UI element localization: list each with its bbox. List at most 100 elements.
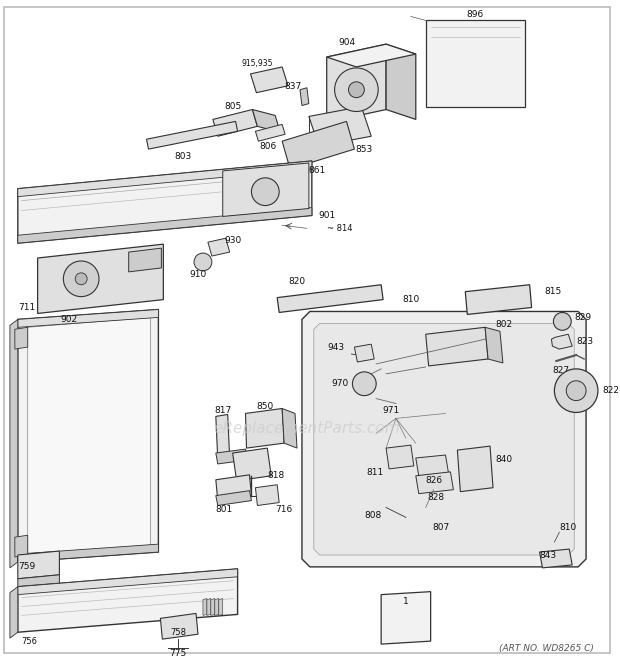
Text: 802: 802 [495,320,512,329]
Circle shape [63,261,99,297]
Polygon shape [38,244,163,313]
Text: 805: 805 [224,102,241,111]
Text: 810: 810 [402,295,420,304]
Polygon shape [129,248,161,272]
Polygon shape [18,309,158,562]
Text: 837: 837 [285,82,302,91]
Polygon shape [15,327,28,349]
Polygon shape [18,544,158,562]
Polygon shape [250,67,288,93]
Polygon shape [28,317,151,555]
Text: 803: 803 [174,151,192,161]
Polygon shape [551,334,572,349]
Text: ~ 814: ~ 814 [327,224,352,233]
Text: 930: 930 [224,236,241,245]
Circle shape [352,372,376,396]
Polygon shape [18,569,237,595]
Text: 716: 716 [275,505,293,514]
Text: 850: 850 [257,402,274,411]
Text: 901: 901 [319,211,336,220]
Text: 915,935: 915,935 [242,59,273,69]
Text: 840: 840 [495,455,512,465]
Text: eReplacementParts.com: eReplacementParts.com [213,421,400,436]
Polygon shape [207,599,211,615]
Text: (ART NO. WD8265 C): (ART NO. WD8265 C) [499,644,594,653]
Polygon shape [327,44,386,122]
Text: 815: 815 [544,287,562,296]
Text: 756: 756 [22,637,38,646]
Text: 904: 904 [338,38,355,47]
Polygon shape [216,449,247,464]
Text: 861: 861 [308,167,326,175]
Text: 811: 811 [367,469,384,477]
Polygon shape [211,599,215,615]
Polygon shape [355,344,374,362]
Polygon shape [426,327,488,366]
Polygon shape [416,455,448,476]
Text: 817: 817 [214,406,231,415]
Polygon shape [327,44,416,67]
Polygon shape [282,408,297,448]
Polygon shape [10,587,18,638]
Text: 807: 807 [432,523,449,532]
Polygon shape [18,575,60,591]
Circle shape [554,369,598,412]
Text: 810: 810 [560,523,577,532]
Polygon shape [161,613,198,639]
Text: 818: 818 [267,471,285,481]
Polygon shape [203,599,207,615]
Polygon shape [252,110,280,132]
Polygon shape [309,106,371,146]
Polygon shape [302,311,586,567]
Polygon shape [255,124,285,141]
Circle shape [566,381,586,401]
Polygon shape [219,599,223,615]
Polygon shape [465,285,531,315]
Polygon shape [18,208,312,243]
Circle shape [75,273,87,285]
Polygon shape [458,446,493,492]
Polygon shape [386,445,414,469]
Polygon shape [277,285,383,313]
Polygon shape [208,238,229,256]
Text: 943: 943 [327,342,345,352]
Polygon shape [232,448,272,481]
Text: 970: 970 [331,379,348,388]
Text: 843: 843 [539,551,556,559]
Polygon shape [381,592,431,644]
Circle shape [554,313,571,330]
Text: 775: 775 [170,648,187,658]
Text: 711: 711 [18,303,35,312]
Text: 823: 823 [576,336,593,346]
Text: 896: 896 [467,10,484,19]
Text: 806: 806 [260,141,277,151]
Polygon shape [18,569,237,632]
Polygon shape [18,309,158,327]
Polygon shape [18,161,312,196]
Text: 758: 758 [170,628,186,637]
Polygon shape [216,414,229,460]
Polygon shape [18,161,312,243]
Text: 1: 1 [403,597,409,606]
Polygon shape [223,163,309,216]
Polygon shape [146,122,237,149]
Text: 801: 801 [216,505,233,514]
Text: 822: 822 [602,386,619,395]
Polygon shape [386,44,416,120]
Polygon shape [314,323,574,555]
Circle shape [252,178,279,206]
Text: 808: 808 [364,511,381,520]
Polygon shape [539,549,572,568]
Text: 828: 828 [427,493,444,502]
Text: 971: 971 [383,406,400,415]
Text: 829: 829 [574,313,591,322]
Polygon shape [300,88,309,106]
Text: 827: 827 [553,366,570,375]
Polygon shape [485,327,503,363]
Polygon shape [18,551,60,579]
Polygon shape [426,20,525,106]
Polygon shape [216,490,252,506]
Circle shape [194,253,212,271]
Polygon shape [215,599,219,615]
Polygon shape [416,472,453,494]
